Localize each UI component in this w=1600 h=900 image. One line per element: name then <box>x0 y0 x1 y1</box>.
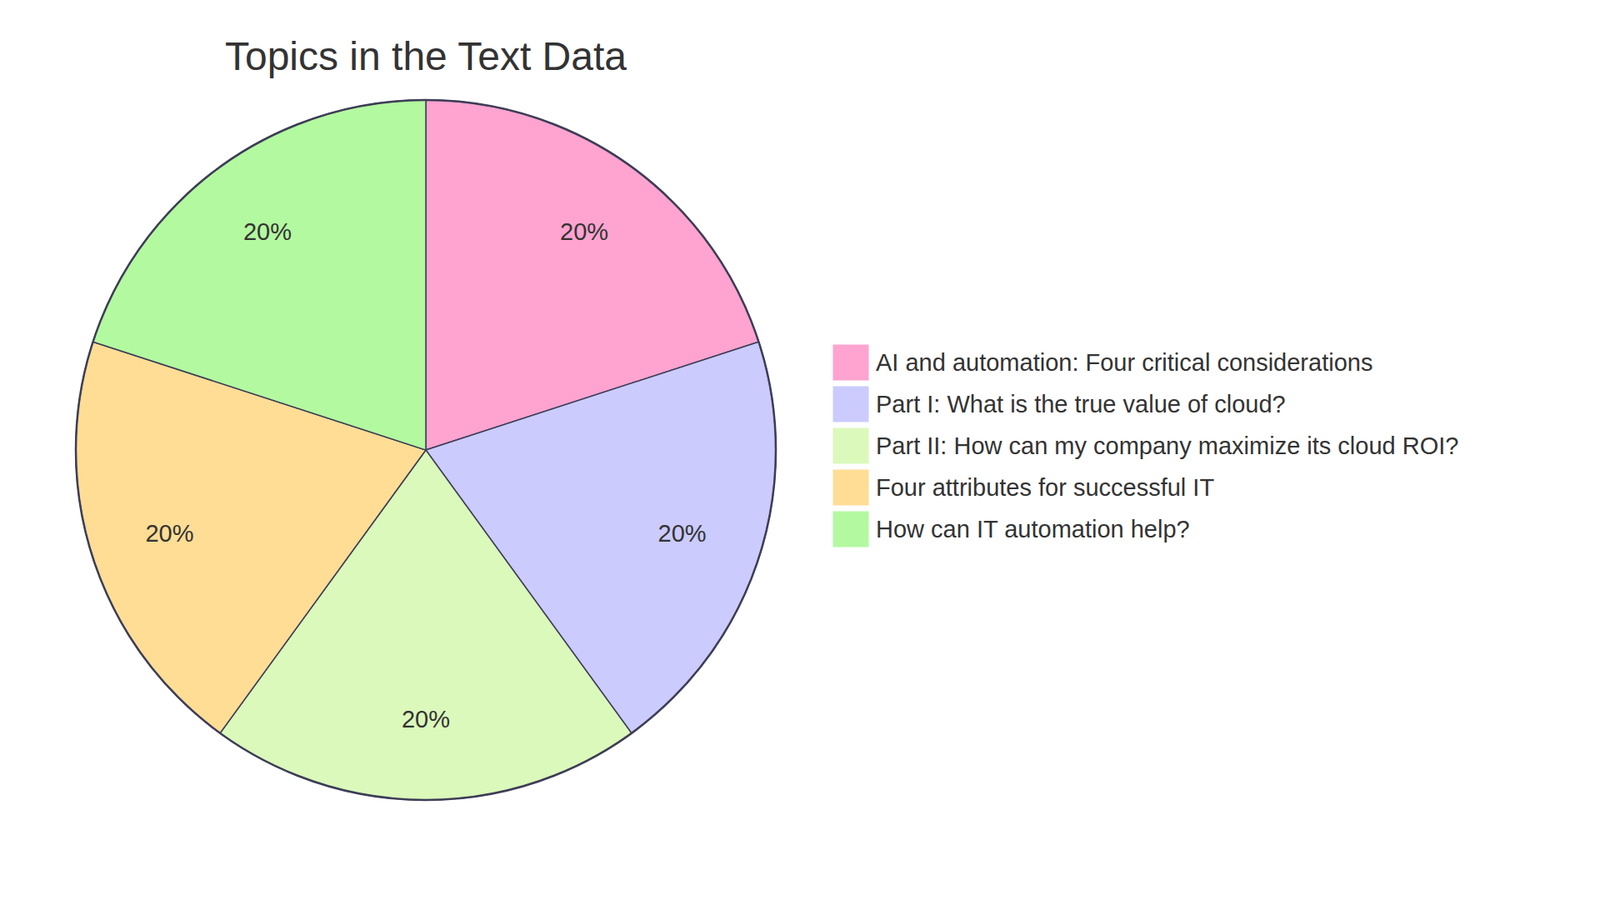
pie-outline <box>75 100 776 800</box>
legend-item: Four attributes for successful IT <box>833 470 1215 505</box>
chart: Topics in the Text Data 20% 20% 20% 20% 20% AI… <box>0 0 1600 900</box>
legend-item: AI and automation: Four critical conside… <box>833 345 1373 380</box>
legend-label: How can IT automation help? <box>875 515 1190 543</box>
legend-label: Four attributes for successful IT <box>875 474 1215 501</box>
title: Topics in the Text Data <box>225 34 627 79</box>
pie-slice <box>93 100 426 450</box>
legend-label: Part I: What is the true value of cloud? <box>875 390 1286 418</box>
data-label: 20% <box>243 218 292 245</box>
legend-swatch <box>833 511 869 547</box>
data-label: 20% <box>145 520 194 547</box>
legend-swatch <box>833 345 869 380</box>
legend-label: Part II: How can my company maximize its… <box>875 432 1459 460</box>
legend-swatch <box>833 428 869 464</box>
legend: AI and automation: Four critical conside… <box>833 345 1459 547</box>
data-label: 20% <box>401 705 450 733</box>
data-label: 20% <box>658 520 707 547</box>
data-label: 20% <box>560 218 609 245</box>
legend-item: How can IT automation help? <box>833 511 1190 547</box>
legend-swatch <box>833 386 869 422</box>
legend-item: Part II: How can my company maximize its… <box>833 428 1459 464</box>
legend-item: Part I: What is the true value of cloud? <box>833 386 1286 422</box>
legend-swatch <box>833 470 869 505</box>
pie: 20% 20% 20% 20% 20% <box>75 100 776 800</box>
legend-label: AI and automation: Four critical conside… <box>875 349 1373 376</box>
